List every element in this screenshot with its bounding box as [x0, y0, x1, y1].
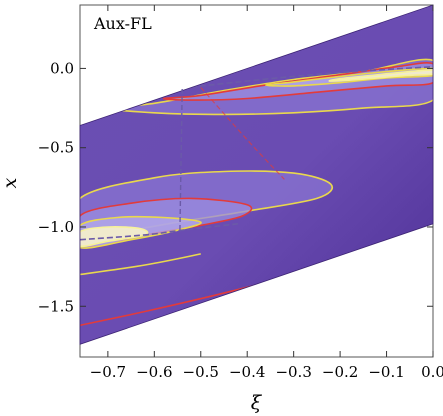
upper-ridge-axis [172, 66, 433, 90]
x-tick-label: −0.5 [183, 363, 219, 381]
upper-contour-line-3 [328, 69, 433, 82]
upper-ridge [107, 58, 433, 116]
plot-domain [80, 5, 433, 345]
panel-label: Aux-FL [93, 14, 152, 33]
y-tick-label: −0.5 [38, 139, 74, 157]
y-tick-label: −1.5 [38, 297, 74, 315]
x-tick-label: −0.1 [368, 363, 404, 381]
x-tick-label: −0.4 [229, 363, 265, 381]
upper-contour-line-0 [107, 58, 433, 116]
lower-contour-fill-3 [80, 226, 148, 247]
x-tick-label: −0.3 [275, 363, 311, 381]
lower-ridge [80, 170, 334, 249]
x-tick-label: −0.7 [90, 363, 126, 381]
domain-edge [79, 4, 434, 345]
y-axis-label: x [0, 177, 21, 188]
y-tick-label: −1.0 [38, 218, 74, 236]
y-axis-ticks: 0.0 −0.5 −1.0 −1.5 [38, 59, 433, 315]
x-tick-label: −0.6 [136, 363, 172, 381]
upper-contour-fill-3 [329, 69, 433, 82]
x-axis-ticks: −0.7 −0.6 −0.5 −0.4 −0.3 −0.2 −0.1 0.0 [90, 5, 443, 381]
lower-contour-line-2 [80, 215, 202, 249]
x-axis-label: ξ [251, 392, 263, 414]
upper-contour-line-1 [162, 61, 433, 101]
upper-contour-line-2 [264, 67, 433, 87]
extra-contour-1 [80, 253, 201, 276]
y-tick-label: 0.0 [50, 59, 74, 77]
x-tick-label: −0.2 [322, 363, 358, 381]
x-tick-label: 0.0 [421, 363, 443, 381]
lower-ridge-axis [80, 223, 238, 241]
